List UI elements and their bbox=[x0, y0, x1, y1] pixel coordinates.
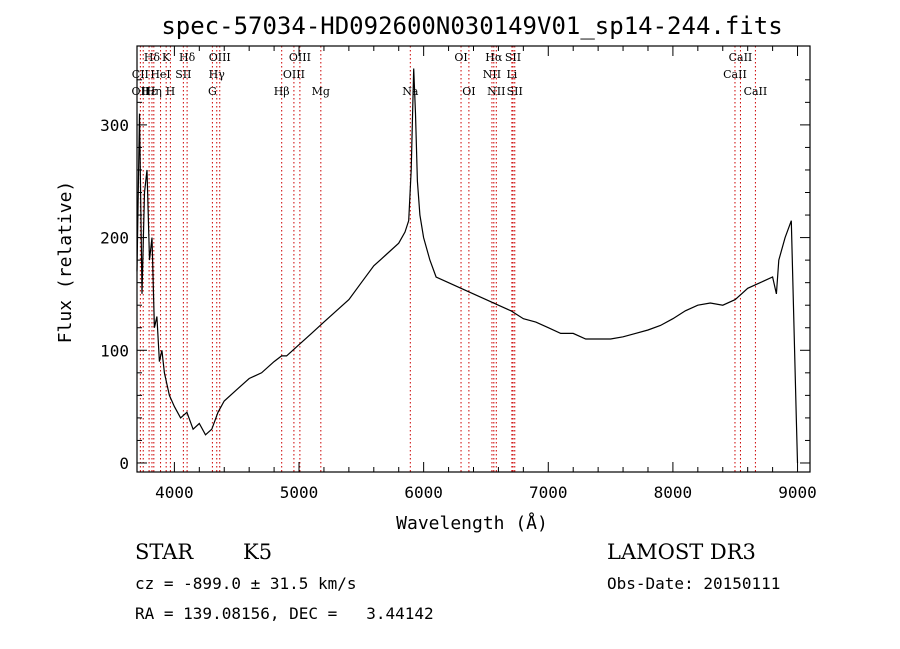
line-annotation: OIII bbox=[289, 51, 311, 64]
line-annotation: Hδ bbox=[144, 51, 161, 64]
line-annotation: Na bbox=[402, 85, 419, 98]
line-annotation: SII bbox=[507, 85, 523, 98]
object-class: STAR bbox=[135, 540, 194, 564]
line-annotation: Hη bbox=[146, 85, 162, 98]
line-annotation: OIII bbox=[283, 68, 305, 81]
x-tick-label: 8000 bbox=[654, 483, 693, 502]
line-annotation: H bbox=[166, 85, 176, 98]
y-axis-ticks: 0 100 200 300 bbox=[100, 79, 810, 473]
obs-date: Obs-Date: 20150111 bbox=[607, 574, 781, 593]
line-annotation: SII bbox=[505, 51, 521, 64]
line-annotation: Hγ bbox=[209, 68, 226, 81]
line-annotation: NII bbox=[483, 68, 501, 81]
line-annotation: Li bbox=[506, 68, 517, 81]
plot-frame bbox=[136, 45, 811, 473]
line-annotation: CaII bbox=[723, 68, 747, 81]
y-axis-label: Flux (relative) bbox=[55, 181, 76, 344]
line-annotation: SII bbox=[175, 68, 191, 81]
x-tick-label: 9000 bbox=[778, 483, 817, 502]
line-annotation: CII bbox=[132, 68, 149, 81]
survey-label: LAMOST DR3 bbox=[607, 540, 756, 564]
line-annotation: K bbox=[162, 51, 171, 64]
line-markers bbox=[139, 46, 756, 472]
y-tick-label: 100 bbox=[100, 341, 129, 360]
spectrum-line bbox=[136, 68, 799, 464]
line-annotation: CaII bbox=[744, 85, 768, 98]
line-annotation: OII bbox=[132, 85, 150, 98]
line-annotation: OI bbox=[462, 85, 475, 98]
x-tick-label: 4000 bbox=[155, 483, 194, 502]
line-annotation: Hβ bbox=[274, 85, 290, 98]
y-tick-label: 0 bbox=[119, 454, 129, 473]
line-annotation: HeI bbox=[150, 68, 170, 81]
y-tick-label: 300 bbox=[100, 116, 129, 135]
line-annotation: OIII bbox=[209, 51, 231, 64]
chart-title: spec-57034-HD092600N030149V01_sp14-244.f… bbox=[161, 12, 782, 40]
line-annotation: NII bbox=[487, 85, 505, 98]
line-annotation: G bbox=[208, 85, 217, 98]
object-subclass: K5 bbox=[243, 540, 273, 564]
line-annotation: Hε bbox=[141, 85, 157, 98]
line-annotation: CaII bbox=[729, 51, 753, 64]
coordinates: RA = 139.08156, DEC = 3.44142 bbox=[135, 604, 434, 623]
line-annotation: Hα bbox=[485, 51, 503, 64]
y-tick-label: 200 bbox=[100, 229, 129, 248]
x-axis-ticks: 4000 5000 6000 7000 8000 9000 bbox=[155, 46, 817, 502]
line-annotation: Hδ bbox=[179, 51, 196, 64]
x-tick-label: 6000 bbox=[404, 483, 443, 502]
x-tick-label: 7000 bbox=[529, 483, 568, 502]
line-annotation: OI bbox=[454, 51, 467, 64]
x-axis-label: Wavelength (Å) bbox=[396, 512, 548, 534]
line-annotation: Mg bbox=[312, 85, 330, 98]
x-tick-label: 5000 bbox=[280, 483, 319, 502]
redshift-readout: cz = -899.0 ± 31.5 km/s bbox=[135, 574, 357, 593]
